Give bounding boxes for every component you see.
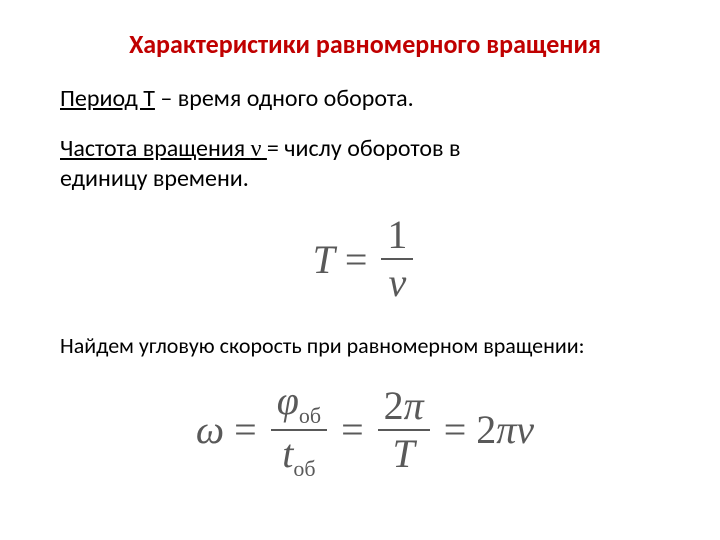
eq2-bar1 — [271, 429, 327, 431]
eq2-rhs: 2πν — [476, 406, 534, 453]
eq2-n2-pi: π — [404, 383, 424, 428]
period-term: Период Т — [60, 84, 155, 113]
eq1-equals: = — [345, 236, 368, 283]
eq1-den: ν — [383, 262, 413, 304]
frequency-rest-a: = числу оборотов в — [267, 134, 461, 163]
eq2-frac2: 2π T — [378, 385, 430, 475]
eq2: ω = φоб tоб = 2π T = 2πν — [196, 380, 534, 480]
frequency-term-text: Частота вращения — [60, 134, 251, 163]
nu-symbol: ν — [251, 136, 262, 162]
eq2-d1: tоб — [276, 433, 321, 480]
frequency-term: Частота вращения ν — [60, 134, 267, 163]
eq2-n1-sym: φ — [277, 378, 299, 423]
period-rest: – время одного оборота. — [155, 84, 414, 113]
definition-period: Период Т – время одного оборота. — [60, 84, 670, 114]
slide: Характеристики равномерного вращения Пер… — [0, 0, 720, 540]
eq2-rhs-two: 2 — [476, 407, 496, 452]
eq2-d1-sub: об — [293, 456, 315, 481]
definition-frequency: Частота вращения ν = числу оборотов в ед… — [60, 134, 670, 194]
eq2-d1-sym: t — [282, 431, 293, 476]
eq2-n1: φоб — [271, 380, 327, 427]
eq2-eq3: = — [444, 406, 467, 453]
eq2-eq1: = — [234, 406, 257, 453]
eq2-rhs-pi: π — [496, 407, 516, 452]
eq2-d2: T — [387, 433, 421, 475]
eq2-eq2: = — [341, 406, 364, 453]
eq1-lhs: T — [313, 236, 335, 283]
equation-omega: ω = φоб tоб = 2π T = 2πν — [60, 380, 670, 480]
slide-title: Характеристики равномерного вращения — [60, 28, 670, 60]
eq2-lhs: ω — [196, 406, 224, 453]
eq2-n2: 2π — [378, 385, 430, 427]
eq1-num: 1 — [381, 214, 413, 256]
frequency-rest-b: единицу времени. — [60, 164, 249, 193]
eq2-n2-two: 2 — [384, 383, 404, 428]
eq1-fraction: 1 ν — [381, 214, 413, 304]
angular-velocity-intro: Найдем угловую скорость при равномерном … — [60, 332, 670, 360]
equation-period: T = 1 ν — [60, 214, 670, 304]
eq2-n1-sub: об — [299, 403, 321, 428]
eq2-frac1: φоб tоб — [271, 380, 327, 480]
eq2-rhs-nu: ν — [516, 407, 534, 452]
eq1: T = 1 ν — [313, 214, 418, 304]
